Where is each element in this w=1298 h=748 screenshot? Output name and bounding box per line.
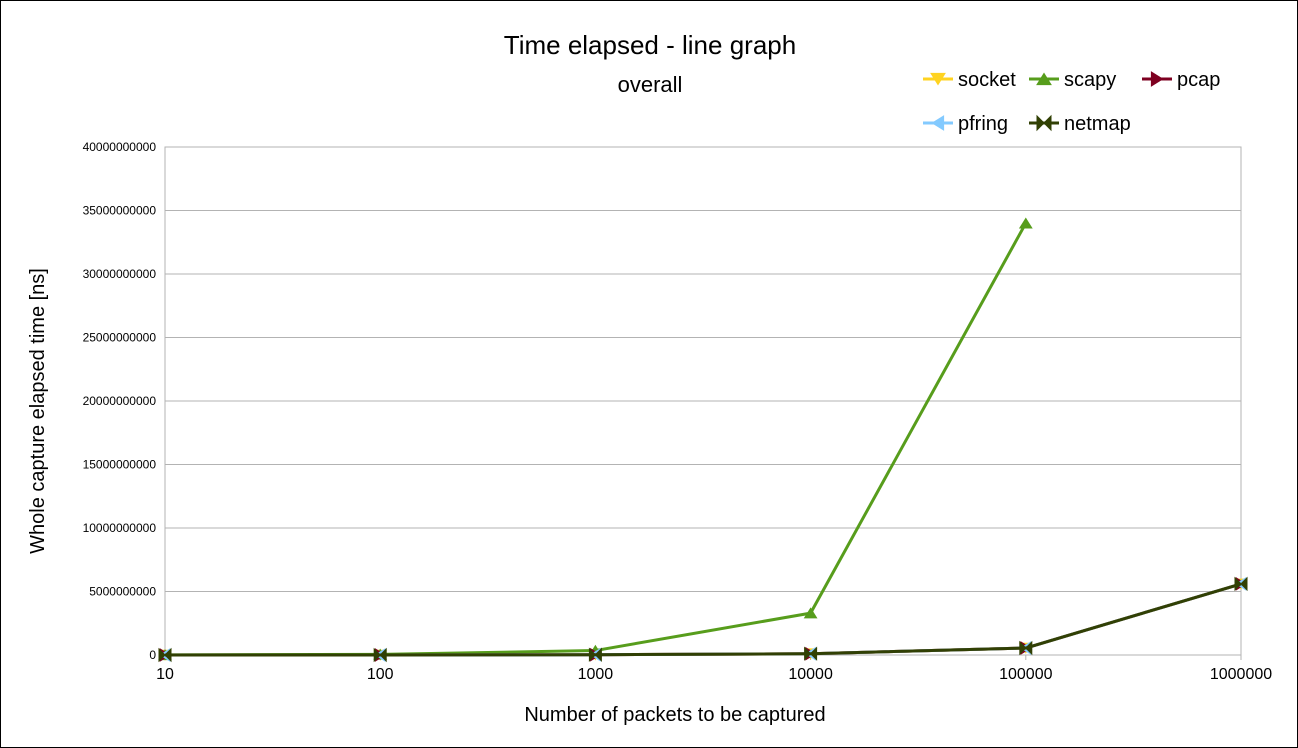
legend-marker-netmap (1036, 114, 1052, 132)
legend-marker-pcap (1150, 71, 1164, 87)
x-tick-label: 10 (156, 666, 174, 683)
data-point-netmap (1019, 640, 1033, 656)
series-pfring (159, 576, 1247, 662)
data-point-netmap (1234, 576, 1248, 592)
series-scapy (158, 217, 1033, 661)
legend-item-scapy: scapy (1029, 69, 1116, 91)
legend-item-pcap: pcap (1142, 69, 1220, 91)
series-line-socket (165, 582, 1242, 657)
x-axis-ticks: 10 100 1000 10000 100000 1000000 (156, 655, 1272, 683)
legend-label: socket (958, 69, 1016, 91)
data-point-netmap (158, 647, 172, 663)
y-tick-label: 10000000000 (83, 521, 157, 535)
data-point-netmap (588, 647, 602, 662)
data-point-netmap (804, 646, 818, 661)
series-netmap (158, 576, 1248, 663)
chart-title: Time elapsed - line graph (504, 30, 796, 60)
legend-label: pfring (958, 113, 1008, 135)
legend: socket scapy pcap pfring netmap (923, 69, 1220, 135)
y-tick-label: 40000000000 (83, 140, 157, 154)
legend-marker-socket (930, 72, 946, 86)
x-axis-title: Number of packets to be captured (524, 704, 825, 726)
x-tick-label: 100000 (999, 666, 1052, 683)
y-tick-label: 0 (149, 648, 156, 662)
series-line-pfring (165, 582, 1242, 657)
legend-marker-pfring (931, 115, 945, 131)
y-tick-label: 35000000000 (83, 204, 157, 218)
y-tick-label: 15000000000 (83, 458, 157, 472)
series-line-netmap (165, 582, 1242, 657)
y-axis-title: Whole capture elapsed time [ns] (27, 268, 49, 554)
x-tick-label: 100 (367, 666, 394, 683)
legend-label: pcap (1177, 69, 1220, 91)
x-tick-label: 1000 (578, 666, 614, 683)
data-point-scapy (803, 607, 818, 619)
series-pcap (159, 576, 1247, 662)
y-tick-label: 25000000000 (83, 331, 157, 345)
series-line-pcap (165, 582, 1242, 657)
data-point-scapy (1018, 217, 1033, 229)
data-point-netmap (373, 647, 387, 663)
y-tick-label: 30000000000 (83, 267, 157, 281)
grid (165, 146, 1241, 656)
y-tick-label: 5000000000 (89, 585, 156, 599)
legend-label: scapy (1064, 69, 1116, 91)
x-tick-label: 1000000 (1210, 666, 1272, 683)
legend-label: netmap (1064, 113, 1131, 135)
legend-item-netmap: netmap (1029, 113, 1131, 135)
y-tick-label: 20000000000 (83, 394, 157, 408)
legend-item-pfring: pfring (923, 113, 1008, 135)
legend-item-socket: socket (923, 69, 1016, 91)
y-axis-ticks: 0 5000000000 10000000000 15000000000 2000000… (83, 140, 157, 662)
series-line-scapy (164, 222, 1028, 657)
legend-marker-scapy (1036, 72, 1052, 86)
series-layer (158, 217, 1248, 663)
x-tick-label: 10000 (788, 666, 833, 683)
chart-subtitle: overall (618, 72, 683, 97)
